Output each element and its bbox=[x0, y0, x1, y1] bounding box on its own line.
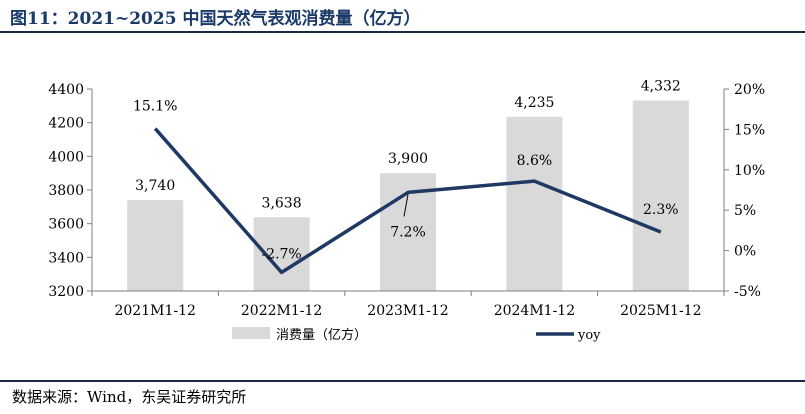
yoy-label-3: 8.6% bbox=[517, 153, 553, 169]
x-tick-label-0: 2021M1-12 bbox=[114, 303, 195, 319]
right-tick-label-1: 0% bbox=[734, 244, 756, 260]
bar-3 bbox=[506, 116, 563, 292]
yoy-label-4: 2.3% bbox=[643, 202, 679, 218]
right-tick-label-2: 5% bbox=[734, 203, 756, 219]
right-tick-label-0: -5% bbox=[734, 284, 761, 300]
left-tick-label-4: 4000 bbox=[48, 149, 84, 165]
bar-label-3: 4,235 bbox=[514, 95, 554, 111]
source-note: 数据来源：Wind，东吴证券研究所 bbox=[12, 388, 247, 406]
chart: 3200 3400 3600 3800 4000 4200 4400 -5% 0% 5% 10% 15… bbox=[48, 78, 765, 343]
yoy-line bbox=[153, 127, 662, 275]
legend-label-bar: 消费量（亿方） bbox=[276, 327, 367, 343]
figure-title: 图11：2021~2025 中国天然气表观消费量（亿方） bbox=[10, 9, 421, 29]
yoy-label-0: 15.1% bbox=[133, 99, 177, 115]
bar-4 bbox=[632, 100, 689, 292]
right-tick-label-3: 10% bbox=[734, 163, 765, 179]
x-tick-label-3: 2024M1-12 bbox=[494, 303, 575, 319]
left-tick-label-6: 4400 bbox=[48, 82, 84, 98]
legend-swatch-bar bbox=[232, 327, 270, 339]
left-tick-label-2: 3600 bbox=[48, 217, 84, 233]
left-tick-label-0: 3200 bbox=[48, 284, 84, 300]
left-tick-label-3: 3800 bbox=[48, 183, 84, 199]
yoy-label-leader-2 bbox=[403, 194, 409, 217]
bar-label-1: 3,638 bbox=[262, 195, 302, 211]
x-tick-label-1: 2022M1-12 bbox=[241, 303, 322, 319]
bar-0 bbox=[127, 200, 184, 291]
x-tick-label-2: 2023M1-12 bbox=[367, 303, 448, 319]
yoy-label-1: -2.7% bbox=[261, 246, 301, 262]
yoy-label-2: 7.2% bbox=[390, 224, 426, 240]
x-tick-label-4: 2025M1-12 bbox=[620, 303, 701, 319]
bar-label-2: 3,900 bbox=[388, 151, 428, 167]
right-tick-label-4: 15% bbox=[734, 122, 765, 138]
left-tick-label-5: 4200 bbox=[48, 116, 84, 132]
bar-label-4: 4,332 bbox=[641, 78, 681, 94]
source-rule bbox=[0, 380, 805, 382]
bar-label-0: 3,740 bbox=[135, 178, 175, 194]
bar-1 bbox=[253, 217, 310, 291]
left-tick-label-1: 3400 bbox=[48, 250, 84, 266]
title-rule bbox=[0, 31, 805, 33]
right-tick-label-5: 20% bbox=[734, 82, 765, 98]
legend-label-line: yoy bbox=[577, 328, 601, 343]
